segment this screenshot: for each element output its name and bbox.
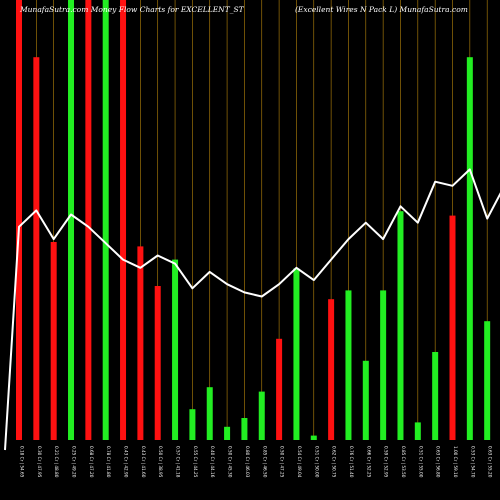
price-line <box>4 168 500 451</box>
x-tick-label: 0.50 Cr | 38.95 <box>158 446 163 478</box>
bar <box>85 0 92 440</box>
bar <box>172 259 179 440</box>
x-tick-label: 0.78 Cr | 41.80 <box>106 446 111 478</box>
bar <box>449 215 456 440</box>
x-tick-label: 0.50 Cr | 45.30 <box>228 446 233 478</box>
bar <box>484 321 491 440</box>
x-tick-label: 0.85 Cr | 46.50 <box>262 446 267 478</box>
x-tick-label: 0.80 Cr | 46.03 <box>245 446 250 478</box>
bar <box>50 242 57 440</box>
x-tick-label: 0.63 Cr | 56.80 <box>436 446 441 478</box>
price-line-layer <box>4 168 500 451</box>
x-tick-label: 0.43 Cr | 41.60 <box>141 446 146 478</box>
bar <box>328 299 335 440</box>
bar <box>189 409 196 440</box>
bar <box>241 418 248 440</box>
x-tick-label: 0.43 Cr | 42.90 <box>124 446 129 478</box>
x-tick-label: 0.63 Cr | 55.20 <box>488 446 493 478</box>
bar <box>397 211 404 440</box>
x-tick-label: 0.62 Cr | 50.75 <box>332 446 337 478</box>
bar <box>345 290 352 440</box>
bar <box>102 0 109 440</box>
x-tick-label: 0.59 Cr | 52.95 <box>384 446 389 478</box>
x-tick-label: 1.00 Cr | 59.10 <box>453 446 458 478</box>
bar <box>33 57 40 440</box>
x-tick-label: 0.76 Cr | 51.40 <box>349 446 354 478</box>
bar <box>432 352 439 440</box>
bar <box>276 338 283 440</box>
x-tick-label: 0.68 Cr | 47.20 <box>89 446 94 478</box>
bar <box>414 422 421 440</box>
x-tick-label: 0.66 Cr | 52.25 <box>366 446 371 478</box>
x-tick-label: 0.18 Cr | 54.65 <box>20 446 25 478</box>
bar <box>310 435 317 440</box>
bar <box>137 246 144 440</box>
bars <box>16 0 491 440</box>
bar <box>380 290 387 440</box>
bar <box>16 0 22 440</box>
x-tick-labels: 0.18 Cr | 54.65 0.30 Cr | 47.95 0.21 Cr | … <box>20 446 493 478</box>
x-tick-label: 0.51 Cr | 50.00 <box>314 446 319 478</box>
chart-title-right: (Excellent Wires N Pack L) MunafaSutra.c… <box>295 5 468 14</box>
bar <box>466 57 473 440</box>
x-tick-label: 0.85 Cr | 53.50 <box>401 446 406 478</box>
bar <box>293 268 300 440</box>
x-tick-label: 0.25 Cr | 49.20 <box>72 446 77 478</box>
x-tick-label: 0.30 Cr | 47.95 <box>37 446 42 478</box>
x-tick-label: 0.50 Cr | 47.25 <box>280 446 285 478</box>
chart-title-left: MunafaSutra.com Money Flow Charts for EX… <box>19 5 245 14</box>
bar <box>154 286 161 440</box>
x-tick-label: 0.51 Cr | 55.00 <box>418 446 423 478</box>
x-tick-label: 0.53 Cr | 54.70 <box>470 446 475 478</box>
x-tick-label: 0.21 Cr | 48.80 <box>54 446 59 478</box>
bar <box>258 391 265 440</box>
bar <box>362 360 369 440</box>
bar <box>120 0 127 440</box>
bar <box>68 0 75 440</box>
x-tick-label: 0.55 Cr | 44.25 <box>193 446 198 478</box>
x-tick-label: 0.54 Cr | 49.04 <box>297 446 302 478</box>
bar <box>206 387 213 440</box>
x-tick-label: 0.40 Cr | 44.16 <box>210 446 215 478</box>
x-tick-label: 0.57 Cr | 41.18 <box>176 446 181 478</box>
bar <box>224 426 231 440</box>
